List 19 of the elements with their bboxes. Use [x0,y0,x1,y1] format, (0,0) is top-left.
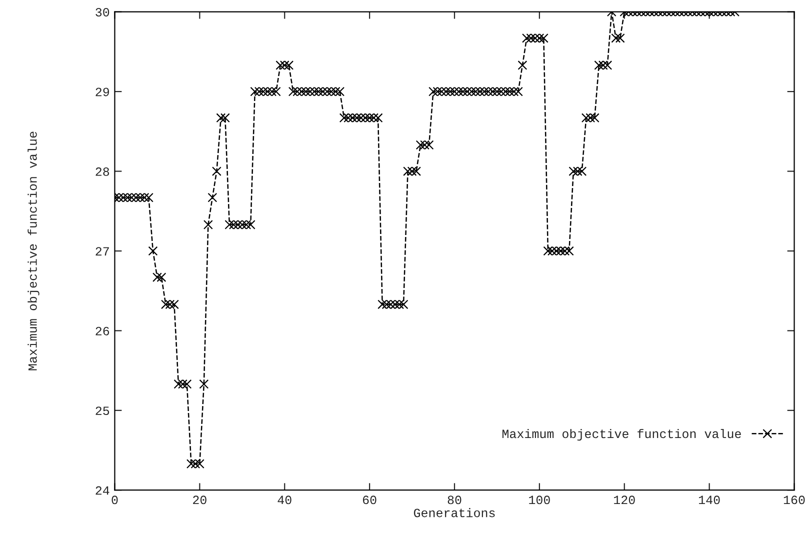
x-tick-label: 60 [362,496,376,504]
x-tick-label: 20 [193,496,206,504]
y-tick-label: 28 [96,167,110,176]
x-tick-label: 0 [112,496,118,504]
x-tick-label: 40 [278,496,292,504]
x-axis-title: Generations [414,508,495,518]
y-tick-label: 27 [96,247,109,256]
y-tick-label: 24 [96,486,110,495]
y-tick-label: 26 [96,326,110,336]
y-axis-title: Maximum objective function value [28,132,40,370]
y-tick-label: 30 [96,8,110,16]
y-tick-label: 25 [96,406,110,416]
x-tick-label: 160 [784,496,805,504]
x-tick-label: 140 [698,496,720,504]
x-tick-label: 120 [614,496,635,504]
legend-label: Maximum objective function value [502,428,741,441]
x-tick-label: 80 [448,496,462,504]
x-tick-label: 100 [529,496,550,504]
y-tick-label: 29 [96,88,110,96]
